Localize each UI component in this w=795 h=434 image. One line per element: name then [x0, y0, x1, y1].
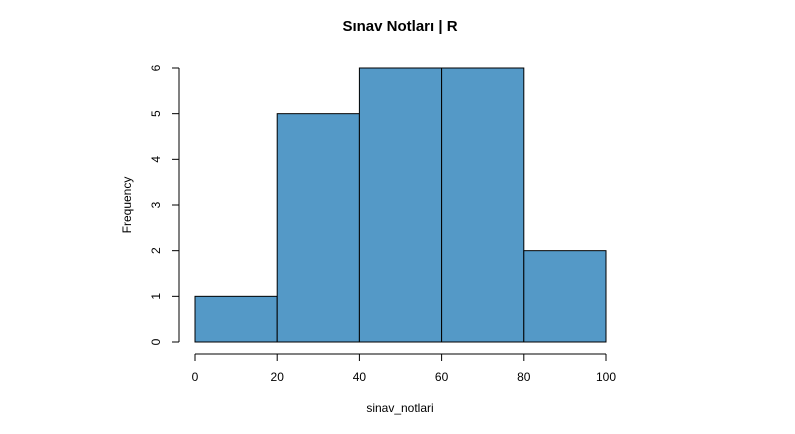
y-tick-label: 6 — [149, 64, 163, 71]
histogram-bar-4 — [523, 250, 607, 343]
histogram-bar-2 — [358, 67, 443, 343]
bars-group — [194, 67, 607, 343]
x-axis-label: sinav_notlari — [366, 401, 433, 415]
chart-title: Sınav Notları | R — [342, 18, 457, 35]
y-tick-label: 4 — [149, 156, 163, 163]
histogram-bar-0 — [194, 295, 278, 343]
x-tick-label: 40 — [353, 370, 367, 384]
histogram-bar-1 — [276, 113, 360, 343]
x-tick-label: 100 — [596, 370, 616, 384]
y-tick-label: 2 — [149, 247, 163, 254]
x-axis: 0 20 40 60 80 100 — [192, 353, 616, 384]
y-tick-label: 1 — [149, 293, 163, 300]
x-tick-label: 60 — [435, 370, 449, 384]
x-tick-label: 0 — [192, 370, 199, 384]
y-tick-label: 5 — [149, 110, 163, 117]
y-tick-label: 0 — [149, 338, 163, 345]
y-axis-label: Frequency — [120, 177, 134, 234]
histogram-bar-3 — [441, 67, 525, 343]
y-tick-label: 3 — [149, 201, 163, 208]
x-tick-label: 20 — [271, 370, 285, 384]
y-axis: 0 1 2 3 4 5 6 — [149, 64, 180, 345]
x-tick-label: 80 — [517, 370, 531, 384]
